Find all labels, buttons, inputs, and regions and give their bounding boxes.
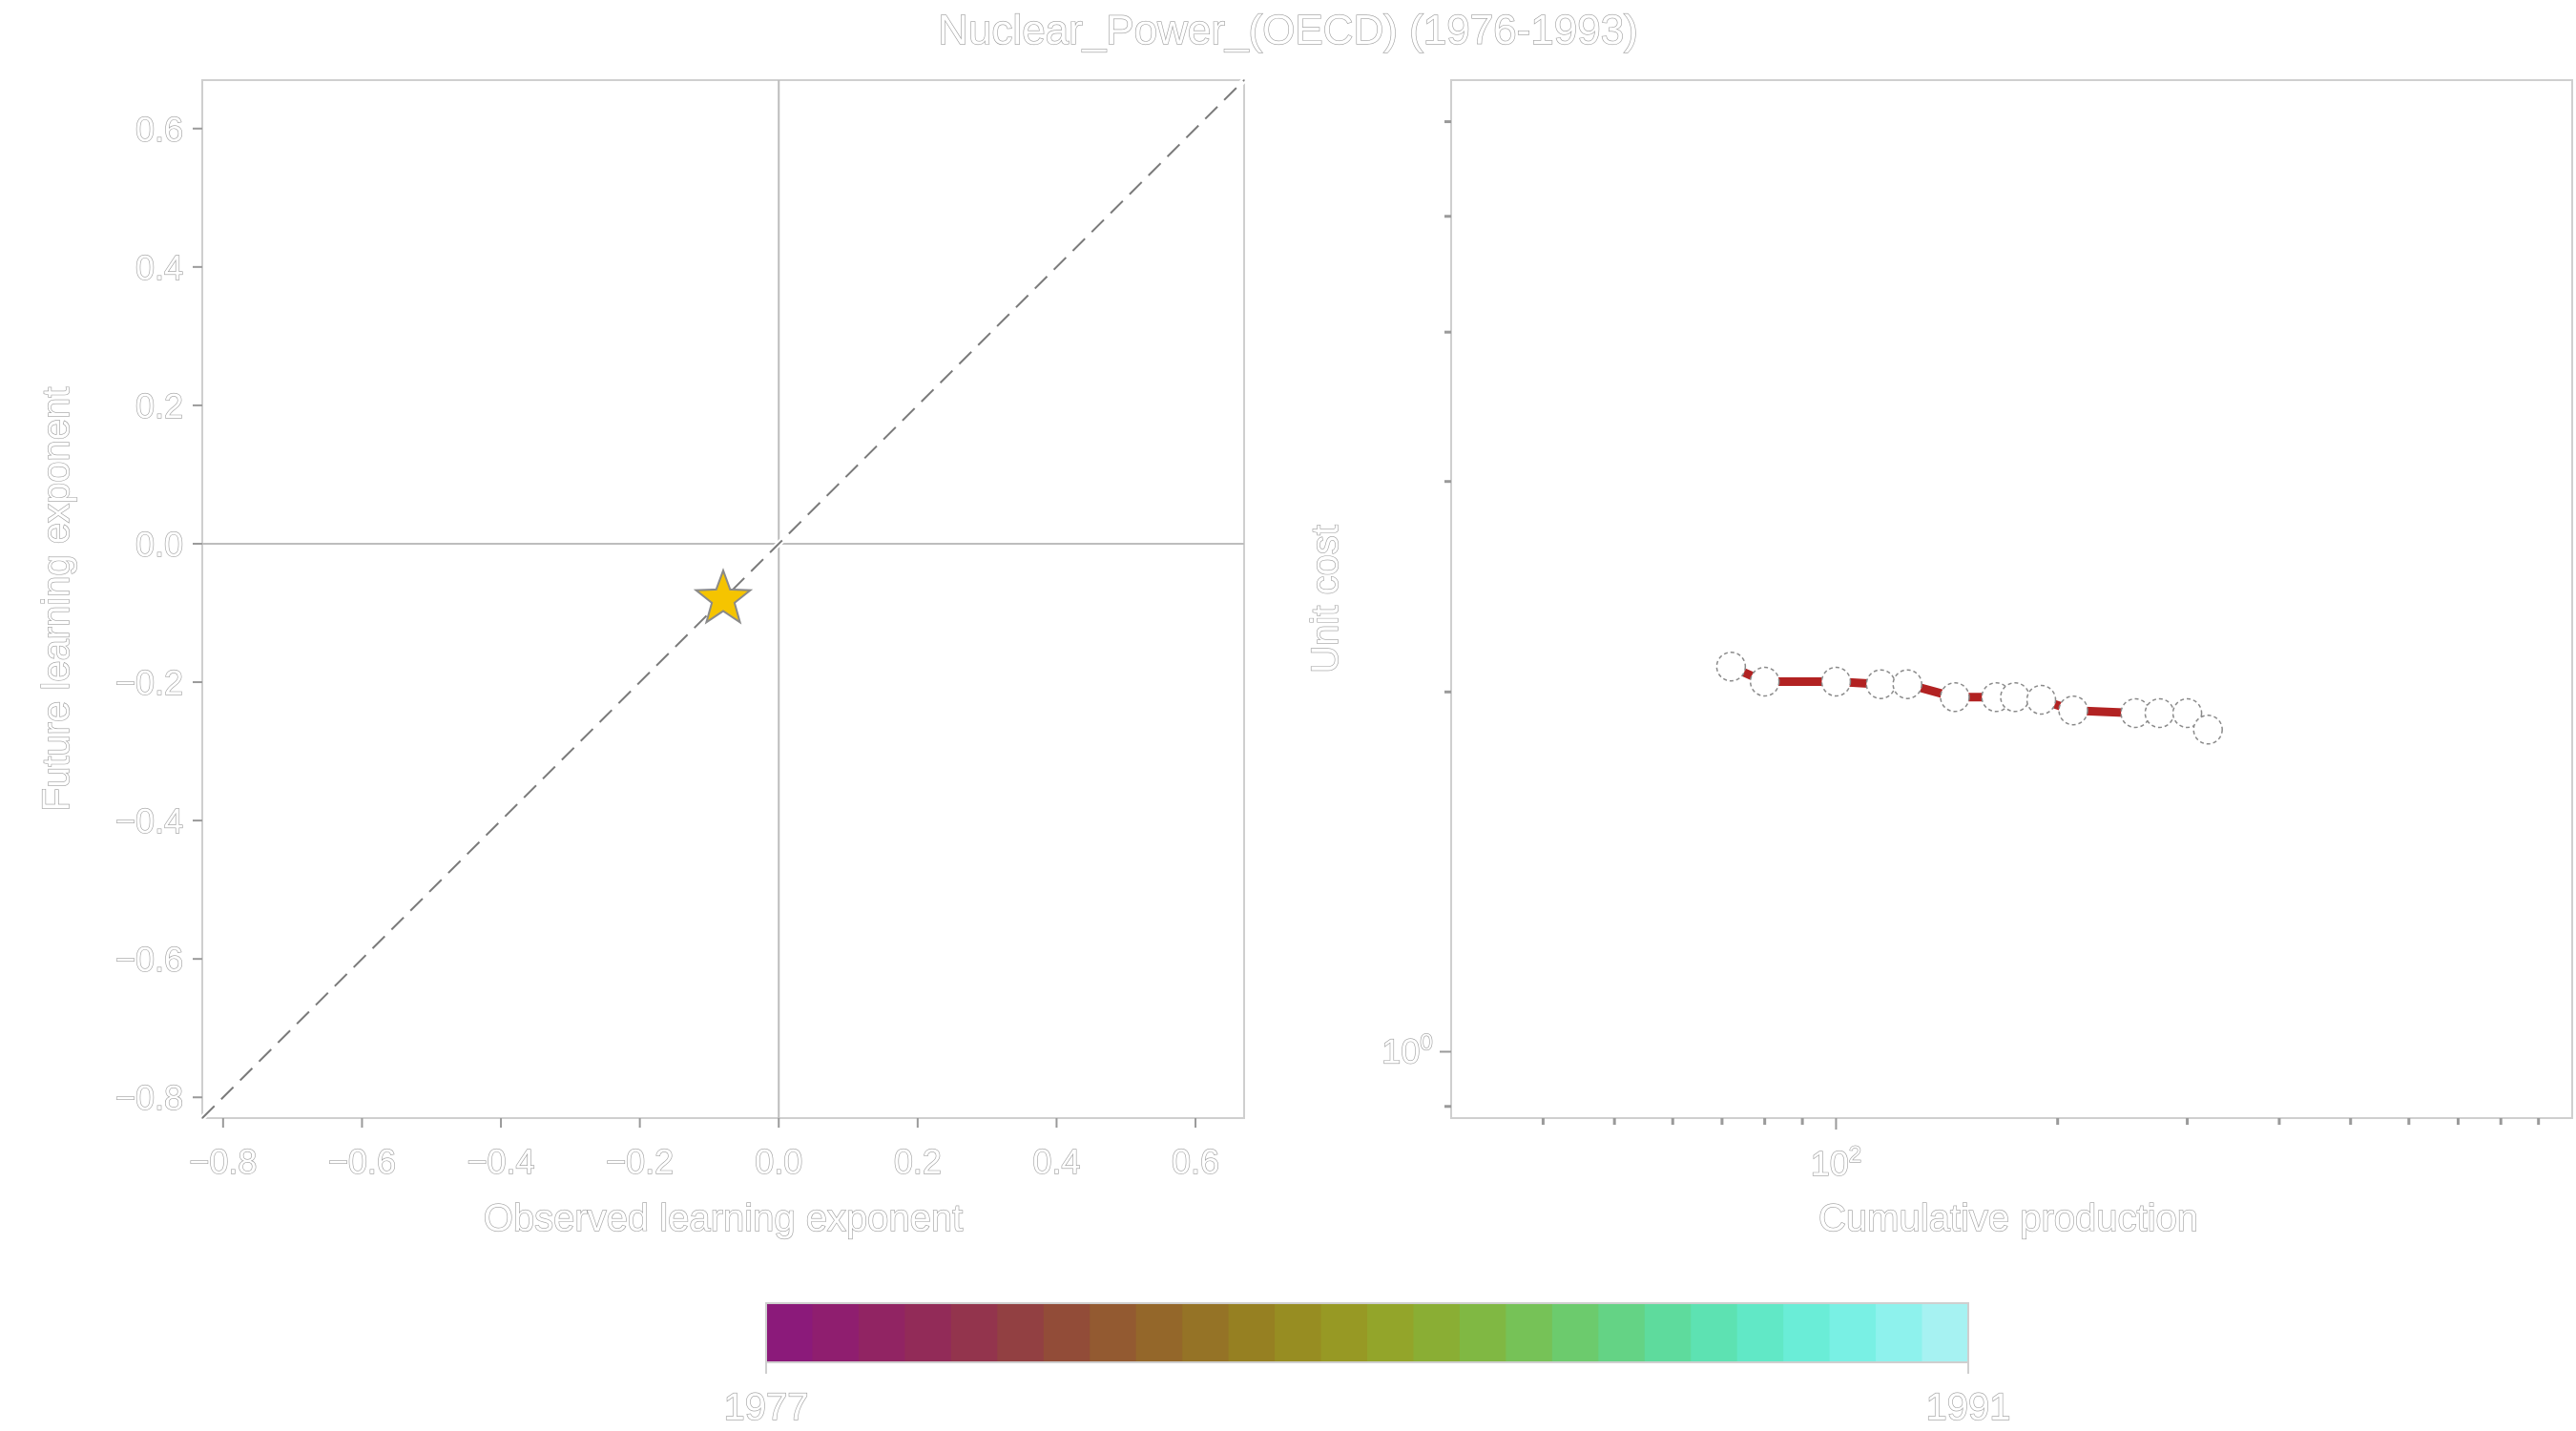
colorbar-gradient	[766, 1303, 1969, 1362]
x-tick-label: 0.2	[894, 1142, 942, 1181]
star-marker	[693, 568, 754, 625]
colorbar-segment	[997, 1303, 1045, 1362]
colorbar-segment	[950, 1303, 998, 1362]
colorbar-segment	[1275, 1303, 1322, 1362]
colorbar-segment	[1506, 1303, 1553, 1362]
colorbar-segment	[1459, 1303, 1506, 1362]
right-chart-panel: 102 100 Cumulative production Unit cost	[1303, 79, 2573, 1240]
x-tick-label: 0.6	[1172, 1142, 1219, 1181]
colorbar-segment	[904, 1303, 952, 1362]
colorbar-segment	[1783, 1303, 1831, 1362]
colorbar-segment	[1736, 1303, 1784, 1362]
data-point	[2000, 682, 2030, 713]
colorbar-segment	[1320, 1303, 1368, 1362]
data-point	[2144, 697, 2175, 729]
data-point	[2058, 695, 2088, 726]
y-tick-label: 0.2	[135, 386, 183, 425]
left-chart-panel: −0.8 −0.6 −0.4 −0.2 0.0 0.2 0.4 0.6 −0.8 −0.6 −0.4…	[34, 77, 1247, 1240]
colorbar-segment	[1090, 1303, 1137, 1362]
y-tick-label: −0.4	[115, 801, 183, 840]
y-tick-label: −0.6	[115, 940, 183, 979]
colorbar-label-max: 1991	[1926, 1386, 2011, 1428]
colorbar-segment	[812, 1303, 860, 1362]
x-tick-label: −0.4	[467, 1142, 535, 1181]
data-point	[2171, 697, 2203, 729]
colorbar-segment	[858, 1303, 905, 1362]
right-y-axis-label: Unit cost	[1304, 525, 1346, 674]
left-plot-frame	[201, 79, 1245, 1119]
data-point	[1820, 666, 1852, 697]
y-tick-label: −0.8	[115, 1078, 183, 1117]
year-colorbar: 1977 1991	[723, 1302, 2011, 1429]
data-point	[2025, 684, 2057, 716]
y-tick-label: −0.2	[115, 663, 183, 702]
x-tick-label: 0.0	[755, 1142, 802, 1181]
left-y-axis-label: Future learning exponent	[35, 387, 77, 812]
x-tick-label: −0.6	[328, 1142, 396, 1181]
colorbar-segment	[1644, 1303, 1692, 1362]
data-point	[1749, 666, 1780, 697]
y-tick-label: 0.4	[135, 248, 183, 287]
data-point	[2192, 715, 2223, 745]
colorbar-segment	[1135, 1303, 1183, 1362]
colorbar-segment	[766, 1303, 814, 1362]
right-x-axis-label: Cumulative production	[1818, 1197, 2198, 1239]
figure-title: Nuclear_Power_(OECD) (1976-1993)	[938, 7, 1638, 53]
y-tick-label: 0.0	[135, 525, 183, 564]
colorbar-segment	[1876, 1303, 1923, 1362]
data-point	[1715, 652, 1747, 682]
colorbar-frame	[765, 1302, 1969, 1363]
x-tick-label: −0.2	[606, 1142, 674, 1181]
x-tick-label: 102	[1811, 1142, 1861, 1183]
colorbar-segment	[1043, 1303, 1091, 1362]
colorbar-segment	[1922, 1303, 1969, 1362]
right-plot-layer: 102 100	[1381, 120, 2541, 1184]
colorbar-segment	[1367, 1303, 1415, 1362]
data-point	[1892, 669, 1922, 699]
x-tick-label: 0.4	[1032, 1142, 1080, 1181]
colorbar-label-min: 1977	[724, 1386, 809, 1428]
colorbar-segment	[1598, 1303, 1646, 1362]
y-tick-label: 0.6	[135, 110, 183, 149]
colorbar-segment	[1551, 1303, 1599, 1362]
colorbar-segment	[1182, 1303, 1230, 1362]
left-x-axis-label: Observed learning exponent	[484, 1197, 964, 1239]
right-plot-frame	[1450, 79, 2573, 1119]
y-tick-label: 100	[1381, 1029, 1432, 1070]
data-point	[1940, 682, 1970, 713]
left-plot-layer: −0.8 −0.6 −0.4 −0.2 0.0 0.2 0.4 0.6 −0.8 −0.6 −0.4…	[114, 77, 1247, 1182]
data-point	[1865, 669, 1897, 699]
colorbar-segment	[1829, 1303, 1877, 1362]
colorbar-segment	[1691, 1303, 1738, 1362]
x-tick-label: −0.8	[189, 1142, 257, 1181]
colorbar-segment	[1228, 1303, 1276, 1362]
colorbar-segment	[1413, 1303, 1461, 1362]
